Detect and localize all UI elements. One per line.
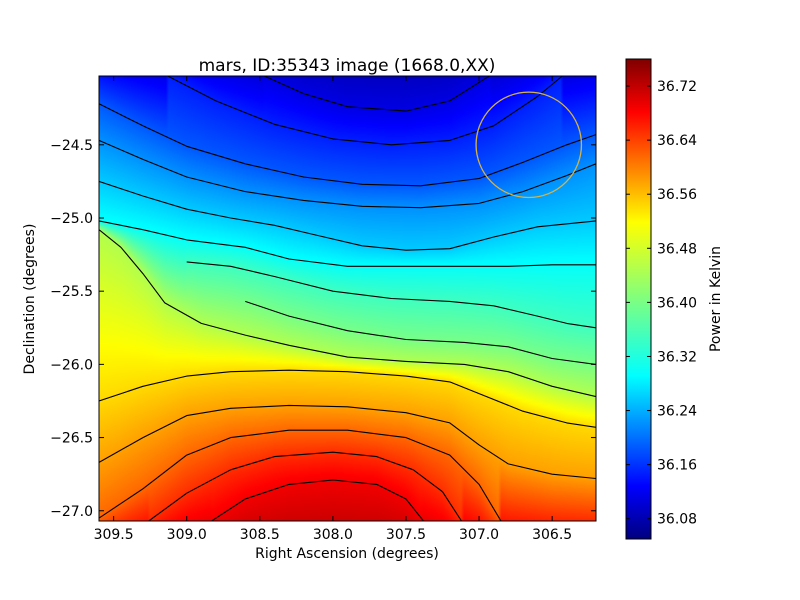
y-tick-label: −25.5 — [50, 284, 93, 300]
y-axis-label: Declination (degrees) — [22, 224, 38, 375]
colorbar-tick-label: 36.56 — [657, 187, 697, 203]
colorbar-label: Power in Kelvin — [708, 246, 724, 352]
plot-frame — [98, 75, 597, 522]
colorbar-tick-label: 36.32 — [657, 349, 697, 365]
contour-line — [148, 451, 462, 521]
contour-line — [99, 429, 502, 521]
colorbar-tick-label: 36.40 — [657, 295, 697, 311]
heatmap-image — [99, 76, 596, 521]
contour-line — [99, 139, 596, 209]
contour-line — [99, 103, 596, 187]
colorbar-tick-label: 36.08 — [657, 512, 697, 528]
contour-line — [263, 76, 490, 112]
colorbar-tick-label: 36.48 — [657, 241, 697, 257]
x-tick-label: 307.0 — [459, 527, 499, 543]
x-tick-label: 309.0 — [167, 527, 207, 543]
colorbar — [625, 58, 652, 540]
colorbar-tick-label: 36.16 — [657, 458, 697, 474]
colorbar-tick-label: 36.24 — [657, 404, 697, 420]
x-tick-label: 308.5 — [240, 527, 280, 543]
contour-line — [211, 479, 424, 521]
contour-line — [99, 369, 596, 428]
x-tick-label: 307.5 — [386, 527, 426, 543]
colorbar-ticks: 36.08 36.16 36.24 36.32 36.40 36.48 36.56 36.64… — [626, 79, 697, 528]
beam-marker-circle — [475, 91, 583, 199]
chart-title: mars, ID:35343 image (1668.0,XX) — [199, 56, 496, 76]
colorbar-tick-label: 36.72 — [657, 79, 697, 95]
y-tick-label: −26.5 — [50, 431, 93, 447]
x-tick-label: 308.0 — [313, 527, 353, 543]
contour-line — [99, 404, 596, 480]
colorbar-tick-label: 36.64 — [657, 133, 697, 149]
contour-line — [99, 180, 596, 251]
contour-line — [245, 300, 596, 365]
contour-line — [186, 261, 596, 329]
contour-lines — [99, 76, 596, 521]
x-axis-ticks: 309.5 309.0 308.5 308.0 307.5 307.0 306.5 — [94, 76, 572, 543]
x-tick-label: 306.5 — [532, 527, 572, 543]
y-tick-label: −26.0 — [50, 357, 93, 373]
contour-line — [167, 76, 563, 146]
contour-line — [99, 220, 596, 267]
x-axis-label: Right Ascension (degrees) — [255, 546, 439, 562]
y-tick-label: −24.5 — [50, 138, 93, 154]
x-tick-label: 309.5 — [94, 527, 134, 543]
y-tick-label: −27.0 — [50, 504, 93, 520]
y-axis-ticks: −24.5 −25.0 −25.5 −26.0 −26.5 −27.0 — [50, 138, 596, 520]
contour-line — [99, 229, 596, 398]
y-tick-label: −25.0 — [50, 211, 93, 227]
